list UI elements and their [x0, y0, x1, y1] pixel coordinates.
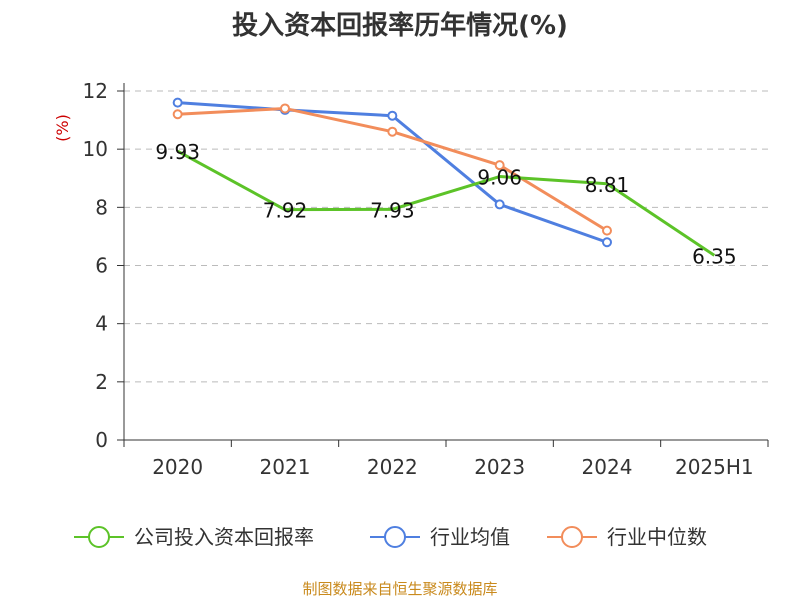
series-lines: [172, 97, 716, 257]
data-point: [602, 237, 612, 248]
data-point: [387, 110, 398, 121]
data-point: [387, 126, 398, 137]
data-point: [494, 199, 505, 210]
legend-label: 公司投入资本回报率: [134, 525, 314, 549]
y-tick-label: 10: [83, 137, 108, 161]
legend-label: 行业中位数: [607, 525, 707, 549]
x-tick-label: 2021: [260, 455, 311, 479]
y-tick-label: 6: [95, 254, 108, 278]
data-label: 8.81: [585, 173, 630, 197]
source-note: 制图数据来自恒生聚源数据库: [302, 580, 497, 598]
data-label: 6.35: [692, 244, 737, 268]
y-tick-label: 0: [95, 428, 108, 452]
legend-item: 行业均值: [370, 525, 510, 549]
data-point: [172, 97, 183, 108]
legend: 公司投入资本回报率 行业均值 行业中位数: [74, 525, 707, 549]
axes: 0 2 4 6 8 10 12 2020 2021 2022 2023 2024 2025H1: [83, 79, 769, 479]
y-tick-label: 4: [95, 312, 108, 336]
y-tick-label: 8: [95, 195, 108, 219]
y-tick-label: 2: [95, 370, 108, 394]
data-point: [494, 160, 505, 171]
data-label: 7.93: [370, 198, 415, 222]
legend-marker: [384, 526, 406, 548]
grid-lines: [124, 90, 768, 383]
series-line: [176, 149, 716, 257]
data-labels: 9.93 7.92 7.93 9.06 8.81 6.35: [155, 140, 736, 268]
data-label: 9.06: [477, 166, 522, 190]
x-tick-label: 2020: [152, 455, 203, 479]
legend-item: 行业中位数: [547, 525, 707, 549]
x-tick-label: 2025H1: [675, 455, 754, 479]
x-tick-label: 2023: [474, 455, 525, 479]
chart-title: 投入资本回报率历年情况(%): [232, 10, 568, 41]
x-tick-label: 2022: [367, 455, 418, 479]
data-point: [602, 225, 612, 236]
data-label: 7.92: [263, 199, 308, 223]
y-axis-unit-label: (%): [53, 114, 72, 142]
data-label: 9.93: [155, 140, 200, 164]
legend-marker: [561, 526, 583, 548]
y-tick-label: 12: [83, 79, 108, 103]
legend-label: 行业均值: [430, 525, 510, 549]
legend-marker: [88, 526, 110, 548]
legend-item: 公司投入资本回报率: [74, 525, 314, 549]
data-point: [172, 109, 183, 120]
data-point: [280, 103, 290, 114]
x-tick-label: 2024: [582, 455, 633, 479]
